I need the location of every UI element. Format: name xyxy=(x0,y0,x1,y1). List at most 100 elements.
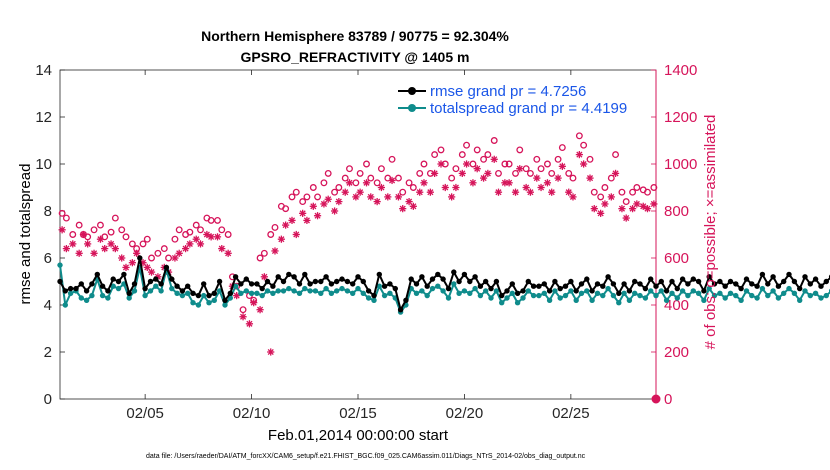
rmse-point xyxy=(483,278,489,285)
rmse-point xyxy=(520,288,526,294)
rmse-point xyxy=(509,281,515,287)
obs-possible-point xyxy=(394,174,402,182)
totalspread-point xyxy=(440,288,446,294)
rmse-point xyxy=(185,283,191,289)
rmse-point xyxy=(472,274,478,280)
totalspread-point xyxy=(616,300,622,306)
obs-assimilated-point xyxy=(133,249,141,257)
totalspread-point xyxy=(733,292,739,299)
rmse-point xyxy=(163,264,170,271)
totalspread-point xyxy=(339,285,345,292)
obs-possible-point xyxy=(505,160,513,168)
rmse-point xyxy=(589,288,595,294)
totalspread-point xyxy=(190,300,196,306)
totalspread-point xyxy=(201,292,207,299)
obs-assimilated-point xyxy=(303,216,311,224)
left-y-axis-label: rmse and totalspread xyxy=(17,164,34,305)
obs-assimilated-point xyxy=(299,209,307,217)
totalspread-series xyxy=(57,262,830,315)
rmse-point xyxy=(216,278,223,285)
rmse-point xyxy=(749,281,755,287)
totalspread-point xyxy=(525,288,531,294)
obs-possible-point xyxy=(299,198,307,206)
obs-assimilated-point xyxy=(548,188,556,196)
rmse-point xyxy=(105,288,111,294)
rmse-point xyxy=(350,281,356,287)
totalspread-point xyxy=(536,292,542,299)
obs-possible-point xyxy=(437,146,445,154)
obs-possible-point xyxy=(580,141,588,149)
totalspread-point xyxy=(270,290,276,296)
totalspread-point xyxy=(786,285,792,292)
obs-assimilated-point xyxy=(441,183,449,192)
right-y-tick-label: 1400 xyxy=(664,62,697,79)
obs-assimilated-point xyxy=(373,198,381,206)
right-y-tick-label: 1200 xyxy=(664,109,697,126)
x-tick-label: 02/20 xyxy=(446,405,484,422)
totalspread-point xyxy=(695,290,702,296)
x-tick-label: 02/25 xyxy=(552,405,590,422)
obs-assimilated-point xyxy=(494,188,503,196)
x-tick-label: 02/05 xyxy=(126,405,164,422)
obs-assimilated-point xyxy=(69,240,77,248)
left-y-tick-label: 0 xyxy=(44,391,52,408)
legend-spread-marker xyxy=(408,104,416,112)
obs-assimilated-point xyxy=(267,348,275,356)
obs-assimilated-point xyxy=(479,174,488,182)
totalspread-point xyxy=(472,285,478,292)
obs-possible-point xyxy=(320,179,328,187)
rmse-point xyxy=(690,276,696,282)
obs-assimilated-point xyxy=(590,205,598,213)
totalspread-point xyxy=(546,297,553,303)
obs-assimilated-point xyxy=(650,200,658,208)
totalspread-point xyxy=(711,292,718,299)
rmse-point xyxy=(743,276,750,282)
obs-possible-point xyxy=(314,193,322,201)
rmse-point xyxy=(610,281,617,287)
totalspread-point xyxy=(669,290,675,296)
totalspread-point xyxy=(610,292,617,299)
rmse-point xyxy=(344,278,351,285)
rmse-point xyxy=(67,285,74,292)
obs-assimilated-point xyxy=(345,179,354,187)
obs-assimilated-point xyxy=(533,174,541,182)
totalspread-point xyxy=(413,290,420,296)
totalspread-point xyxy=(254,290,260,296)
obs-possible-point xyxy=(214,216,221,224)
obs-assimilated-point xyxy=(484,169,492,177)
obs-possible-point xyxy=(282,205,290,213)
obs-assimilated-point xyxy=(522,183,530,192)
obs-possible-point xyxy=(207,216,215,224)
rmse-point xyxy=(621,281,627,287)
obs-possible-point xyxy=(175,226,183,234)
totalspread-point xyxy=(770,288,776,294)
totalspread-point xyxy=(185,290,191,296)
rmse-point xyxy=(73,285,79,292)
obs-possible-point xyxy=(490,137,498,144)
obs-possible-point xyxy=(512,169,519,177)
rmse-point xyxy=(727,278,734,285)
totalspread-point xyxy=(99,292,106,299)
totalspread-point xyxy=(89,292,95,299)
rmse-point xyxy=(121,271,127,278)
rmse-point xyxy=(711,281,718,287)
rmse-series xyxy=(57,255,830,313)
rmse-point xyxy=(445,285,452,292)
obs-assimilated-point xyxy=(320,200,328,208)
totalspread-point xyxy=(62,302,68,308)
totalspread-point xyxy=(232,283,239,289)
totalspread-point xyxy=(812,290,819,296)
totalspread-point xyxy=(483,288,489,294)
obs-assimilated-point xyxy=(543,179,552,187)
rmse-point xyxy=(371,292,377,299)
totalspread-point xyxy=(323,285,329,292)
obs-possible-point xyxy=(516,146,524,154)
obs-possible-point xyxy=(143,235,151,243)
obs-assimilated-point xyxy=(256,306,264,314)
totalspread-point xyxy=(83,297,90,303)
obs-assimilated-point xyxy=(271,247,279,255)
rmse-point xyxy=(552,278,558,285)
totalspread-point xyxy=(530,292,537,299)
obs-assimilated-point xyxy=(313,212,322,220)
obs-assimilated-point xyxy=(362,179,371,187)
